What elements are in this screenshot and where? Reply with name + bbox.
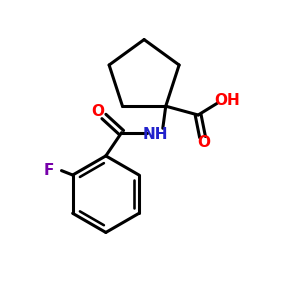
Text: F: F (44, 163, 54, 178)
Text: O: O (197, 135, 211, 150)
Text: O: O (91, 104, 104, 119)
Text: NH: NH (143, 127, 168, 142)
Text: OH: OH (214, 93, 240, 108)
